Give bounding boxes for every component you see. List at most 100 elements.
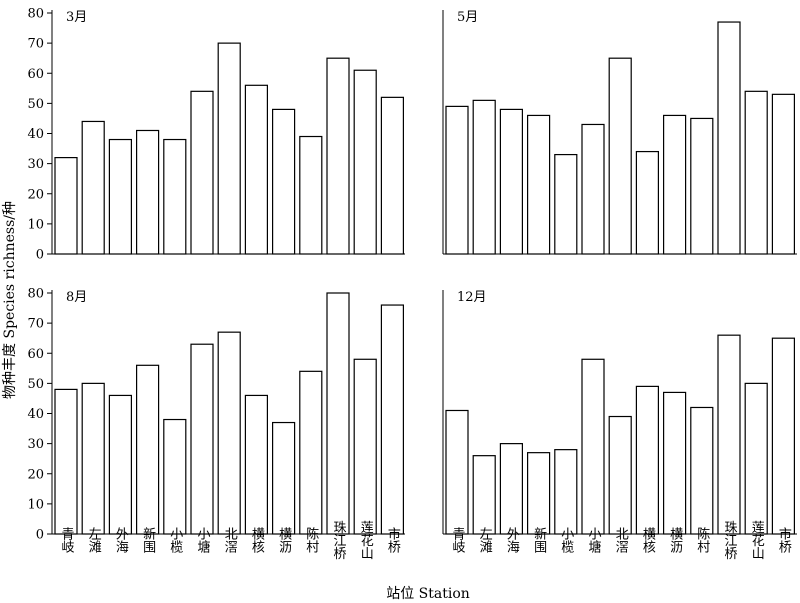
x-tick-label: 市桥	[776, 526, 792, 554]
panel-1-bar	[54, 157, 78, 255]
panel-3-y-tick-label: 50	[27, 377, 44, 392]
panel-1-bar	[190, 90, 214, 255]
panel-4-bar	[526, 452, 551, 535]
panel-4-bar	[472, 455, 496, 535]
x-tick-label: 左滩	[86, 527, 102, 553]
panel-1-y-tick-label: 70	[27, 37, 44, 52]
panel-2-bar	[635, 150, 660, 255]
x-tick-label: 小塘	[195, 527, 211, 554]
x-tick-label: 珠江桥	[331, 521, 347, 561]
panel-3-bar	[380, 304, 404, 535]
x-tick-label: 小塘	[586, 527, 602, 554]
panel-4-bar	[771, 337, 796, 535]
x-tick-label: 新围	[531, 526, 547, 553]
panel-3-bar	[326, 292, 350, 535]
panel-1-bar	[380, 96, 404, 255]
panel-3-bar	[163, 418, 187, 535]
panel-1-y-tick-label: 80	[27, 7, 44, 22]
panel-3-y-tick-label: 10	[27, 497, 44, 512]
x-tick-label: 外海	[113, 527, 128, 553]
panel-4-bar	[690, 406, 714, 535]
panel-3-bar	[108, 394, 133, 535]
x-tick-label: 横核	[249, 527, 265, 553]
panel-1-bar	[272, 108, 296, 255]
panel-4-bar	[635, 385, 660, 535]
panel-2-bar	[526, 114, 551, 255]
panel-3-bar	[136, 364, 160, 535]
panel-3-bar	[272, 421, 296, 535]
x-tick-label: 青岐	[59, 527, 75, 553]
panel-4-bar	[662, 391, 687, 535]
panel-1-bar	[108, 138, 133, 255]
panel-1-y-tick-label: 60	[27, 67, 44, 82]
x-tick-label: 横沥	[276, 527, 292, 554]
panel-4-bar	[581, 358, 605, 535]
x-tick-label: 市桥	[385, 526, 401, 554]
panel-4-bar	[608, 415, 632, 535]
panel-1-bar	[136, 129, 160, 255]
panel-2-bar	[662, 114, 687, 255]
panel-3-y-tick-label: 0	[36, 528, 44, 543]
x-tick-label: 莲花山	[749, 521, 765, 560]
panel-3-bar	[81, 382, 105, 535]
panel-1-bar	[244, 84, 268, 255]
x-tick-label: 陈村	[694, 526, 710, 553]
panel-2-bar	[771, 93, 796, 255]
panel-4-bar	[445, 409, 469, 535]
panel-1-bar	[353, 69, 377, 255]
panel-2-bar	[499, 108, 523, 255]
x-tick-label: 小榄	[167, 527, 183, 553]
x-tick-label: 莲花山	[358, 521, 374, 560]
x-tick-label: 珠江桥	[722, 521, 738, 561]
panel-1-bar	[163, 138, 187, 255]
x-tick-label: 陈村	[303, 526, 319, 553]
panel-3-y-tick-label: 20	[27, 467, 44, 482]
panel-1-bar	[217, 42, 241, 255]
panel-1-y-tick-label: 50	[27, 97, 44, 112]
panel-2-title: 5月	[457, 10, 478, 25]
panel-4-bar	[717, 334, 741, 535]
x-tick-label: 外海	[504, 527, 520, 553]
panel-2-bar	[690, 117, 714, 255]
panel-2-bar	[744, 90, 768, 255]
panel-3-bar	[190, 343, 214, 535]
y-axis-title: 物种丰度 Species richness/种	[2, 201, 18, 399]
panel-1-bar	[81, 120, 105, 255]
panel-1-y-tick-label: 20	[27, 187, 44, 202]
panel-3-bar	[217, 331, 241, 535]
panel-1-bar	[299, 135, 323, 255]
x-tick-label: 北滘	[222, 527, 238, 553]
panel-2-bar	[581, 123, 605, 255]
panel-3-bar	[299, 370, 323, 535]
panel-1-y-tick-label: 30	[27, 157, 44, 172]
x-tick-label: 青岐	[450, 527, 466, 553]
panel-1-y-tick-label: 10	[27, 217, 44, 232]
panel-3-bar	[353, 358, 377, 535]
panel-1-y-tick-label: 40	[27, 127, 44, 142]
panel-3-y-tick-label: 70	[27, 317, 44, 332]
x-tick-label: 左滩	[477, 527, 493, 553]
panel-2-bar	[445, 105, 469, 255]
panel-3-bar	[54, 388, 78, 535]
x-axis-title: 站位 Station	[386, 586, 470, 602]
panel-2-bar	[717, 21, 741, 255]
panel-4-bar	[744, 382, 768, 535]
panel-3-y-tick-label: 30	[27, 437, 44, 452]
panel-2-bar	[554, 153, 578, 255]
panel-4-title: 12月	[457, 290, 487, 305]
panel-3-bar	[244, 394, 268, 535]
panel-1-bar	[326, 57, 350, 255]
panel-1-title: 3月	[66, 10, 87, 25]
x-tick-label: 新围	[140, 526, 156, 553]
panel-3-y-tick-label: 80	[27, 287, 44, 302]
panel-3-title: 8月	[66, 290, 87, 305]
panel-3-y-tick-label: 40	[27, 407, 44, 422]
panel-1-y-tick-label: 0	[36, 248, 44, 263]
x-tick-label: 横核	[640, 527, 656, 553]
panel-2-bar	[472, 99, 496, 255]
panel-2-bar	[608, 57, 632, 255]
panel-3-y-tick-label: 60	[27, 347, 44, 362]
panel-4-bar	[499, 443, 523, 535]
panel-4-bar	[554, 449, 578, 535]
